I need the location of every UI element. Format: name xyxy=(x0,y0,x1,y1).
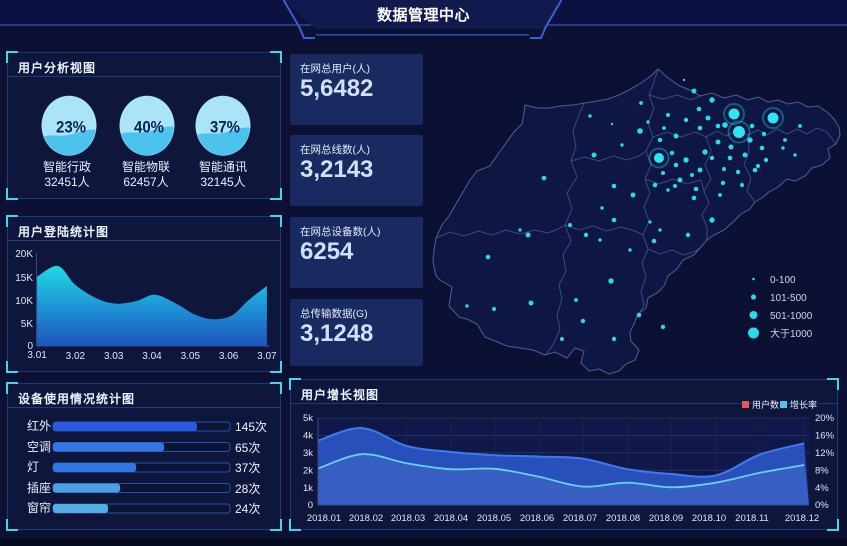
svg-text:2018.03: 2018.03 xyxy=(391,513,425,524)
svg-text:23%: 23% xyxy=(56,118,86,137)
svg-text:0-100: 0-100 xyxy=(770,275,796,286)
svg-text:3.06: 3.06 xyxy=(219,351,239,362)
svg-text:0: 0 xyxy=(308,500,313,511)
svg-text:2018.08: 2018.08 xyxy=(606,513,640,524)
svg-text:用户数: 用户数 xyxy=(752,399,779,410)
svg-text:2018.10: 2018.10 xyxy=(692,513,726,524)
svg-text:37次: 37次 xyxy=(235,461,260,475)
svg-text:2018.05: 2018.05 xyxy=(477,513,511,524)
svg-text:3.07: 3.07 xyxy=(257,351,277,362)
svg-text:3.05: 3.05 xyxy=(181,351,201,362)
svg-text:16%: 16% xyxy=(815,431,835,442)
svg-text:3.01: 3.01 xyxy=(27,350,47,361)
svg-text:大于1000: 大于1000 xyxy=(770,327,813,340)
svg-text:40%: 40% xyxy=(134,118,164,137)
svg-text:2018.06: 2018.06 xyxy=(520,513,554,524)
svg-text:3.02: 3.02 xyxy=(66,351,86,362)
svg-text:插座: 插座 xyxy=(27,480,51,495)
svg-text:8%: 8% xyxy=(815,466,829,477)
svg-text:5K: 5K xyxy=(21,319,34,330)
svg-text:28次: 28次 xyxy=(235,482,260,496)
svg-text:3.04: 3.04 xyxy=(142,351,162,362)
svg-text:65次: 65次 xyxy=(235,441,260,455)
svg-text:2018.07: 2018.07 xyxy=(563,513,597,524)
svg-text:灯: 灯 xyxy=(27,460,39,474)
svg-text:15K: 15K xyxy=(15,273,33,284)
svg-text:3.03: 3.03 xyxy=(104,351,124,362)
svg-text:2018.09: 2018.09 xyxy=(649,513,683,524)
svg-text:2018.01: 2018.01 xyxy=(307,513,341,524)
svg-text:37%: 37% xyxy=(210,118,240,137)
svg-text:2k: 2k xyxy=(303,466,313,477)
svg-text:0%: 0% xyxy=(815,500,829,511)
svg-text:1k: 1k xyxy=(303,483,313,494)
svg-text:2018.04: 2018.04 xyxy=(434,513,468,524)
svg-text:2018.02: 2018.02 xyxy=(349,513,383,524)
svg-text:5k: 5k xyxy=(303,413,313,424)
svg-text:2018.12: 2018.12 xyxy=(785,513,819,524)
svg-text:145次: 145次 xyxy=(235,420,267,434)
svg-text:10K: 10K xyxy=(15,296,33,307)
svg-text:12%: 12% xyxy=(815,448,835,459)
svg-text:2018.11: 2018.11 xyxy=(735,513,769,524)
svg-text:空调: 空调 xyxy=(27,440,51,454)
svg-text:501-1000: 501-1000 xyxy=(770,311,813,322)
svg-text:24次: 24次 xyxy=(235,502,260,516)
svg-text:增长率: 增长率 xyxy=(790,399,817,410)
svg-text:20K: 20K xyxy=(15,249,33,260)
svg-text:3k: 3k xyxy=(303,448,313,459)
svg-text:4k: 4k xyxy=(303,431,313,442)
svg-text:4%: 4% xyxy=(815,483,829,494)
svg-text:101-500: 101-500 xyxy=(770,293,807,304)
svg-text:20%: 20% xyxy=(815,413,835,424)
svg-text:0: 0 xyxy=(27,341,33,352)
svg-text:红外: 红外 xyxy=(27,418,51,433)
svg-text:窗帘: 窗帘 xyxy=(27,500,51,515)
